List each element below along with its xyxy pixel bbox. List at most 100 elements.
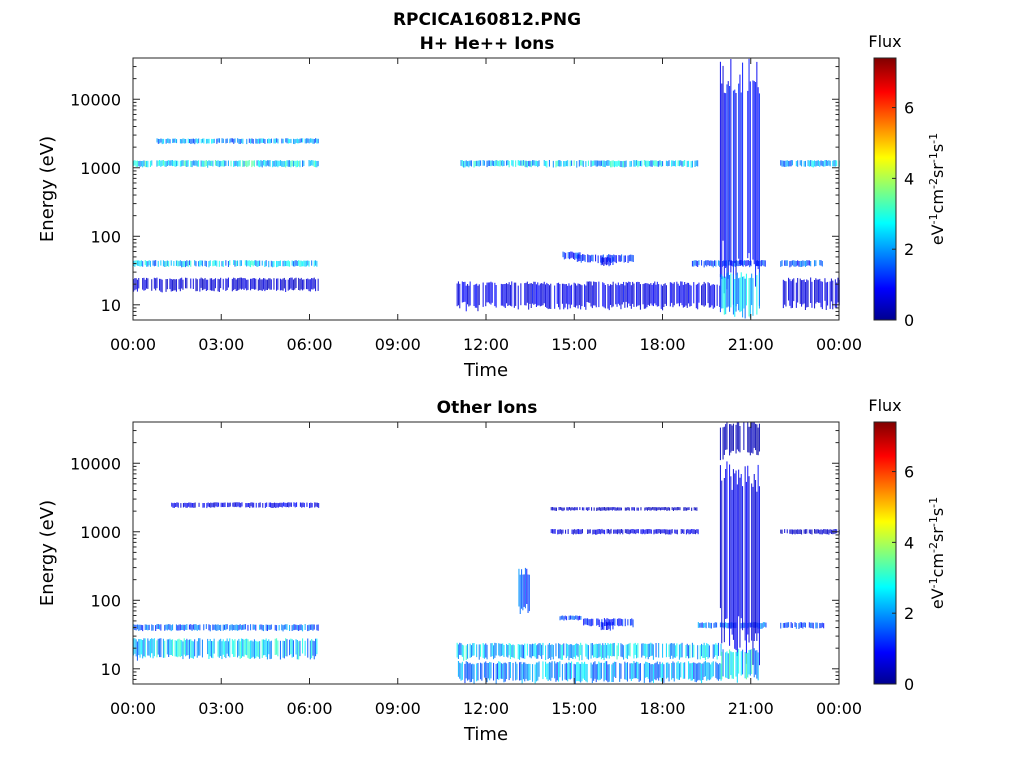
- flux-streak: [650, 529, 652, 534]
- flux-streak: [143, 160, 145, 167]
- flux-streak: [698, 662, 700, 680]
- flux-streak: [198, 624, 200, 630]
- flux-streak: [795, 282, 797, 308]
- flux-streak: [780, 529, 782, 534]
- flux-streak: [613, 254, 615, 262]
- flux-streak: [317, 278, 319, 291]
- flux-streak: [606, 644, 608, 659]
- flux-streak: [667, 161, 669, 167]
- flux-streak: [668, 160, 670, 166]
- flux-streak: [643, 643, 645, 656]
- flux-streak: [528, 160, 530, 167]
- flux-streak: [808, 260, 810, 266]
- flux-streak: [615, 661, 617, 678]
- flux-streak: [579, 615, 581, 620]
- flux-streak: [532, 643, 534, 657]
- flux-streak: [485, 285, 487, 307]
- flux-streak: [253, 624, 255, 630]
- flux-streak: [804, 160, 806, 167]
- flux-streak: [574, 664, 576, 684]
- flux-streak: [239, 160, 241, 167]
- flux-streak: [211, 502, 213, 508]
- flux-streak: [782, 160, 784, 167]
- flux-streak: [291, 639, 293, 658]
- flux-streak: [655, 643, 657, 658]
- flux-streak: [659, 160, 661, 166]
- flux-streak: [490, 662, 492, 679]
- flux-streak: [789, 261, 791, 268]
- flux-streak: [221, 138, 223, 144]
- flux-streak: [211, 138, 213, 144]
- flux-streak: [756, 650, 758, 679]
- flux-streak: [660, 284, 662, 309]
- flux-streak: [312, 138, 314, 144]
- flux-streak: [649, 161, 651, 167]
- flux-streak: [490, 160, 492, 167]
- colorbar-gradient: [873, 421, 897, 685]
- flux-streak: [671, 529, 673, 534]
- flux-streak: [744, 278, 746, 319]
- flux-streak: [610, 619, 612, 626]
- flux-streak: [586, 644, 588, 659]
- flux-streak: [224, 160, 226, 167]
- x-tick-label: 18:00: [639, 699, 685, 718]
- flux-streak: [265, 279, 267, 290]
- flux-streak: [279, 160, 281, 166]
- flux-streak: [467, 661, 469, 681]
- flux-streak: [657, 529, 659, 534]
- x-tick-label: 03:00: [198, 335, 244, 354]
- flux-streak: [632, 619, 634, 628]
- flux-streak: [729, 260, 731, 266]
- flux-streak: [509, 662, 511, 679]
- flux-streak: [653, 507, 655, 511]
- flux-streak: [801, 160, 803, 167]
- flux-streak: [526, 161, 528, 168]
- flux-streak: [821, 622, 823, 628]
- flux-streak: [630, 254, 632, 262]
- flux-streak: [781, 160, 783, 167]
- flux-streak: [649, 663, 651, 683]
- flux-streak: [600, 662, 602, 679]
- flux-streak: [815, 529, 817, 534]
- flux-streak: [632, 255, 634, 262]
- flux-streak: [188, 502, 190, 507]
- flux-streak: [576, 662, 578, 682]
- flux-streak: [515, 160, 517, 167]
- flux-streak: [152, 639, 154, 659]
- flux-streak: [207, 161, 209, 168]
- flux-streak: [225, 138, 227, 144]
- flux-streak: [308, 279, 310, 292]
- flux-streak: [298, 160, 300, 167]
- flux-streak: [507, 645, 509, 658]
- flux-streak: [667, 662, 669, 678]
- flux-streak: [662, 161, 664, 167]
- flux-streak: [293, 502, 295, 507]
- flux-streak: [629, 161, 631, 167]
- flux-streak: [467, 644, 469, 659]
- flux-band: [719, 272, 760, 319]
- flux-streak: [298, 277, 300, 290]
- flux-streak: [691, 507, 693, 511]
- flux-streak: [234, 502, 236, 507]
- flux-streak: [142, 278, 144, 290]
- flux-streak: [652, 507, 654, 510]
- flux-streak: [294, 160, 296, 166]
- flux-streak: [714, 644, 716, 657]
- flux-streak: [135, 160, 137, 167]
- flux-streak: [685, 645, 687, 659]
- flux-streak: [519, 160, 521, 166]
- flux-streak: [528, 663, 530, 681]
- flux-streak: [677, 283, 679, 304]
- flux-streak: [748, 278, 750, 317]
- flux-streak: [507, 160, 509, 166]
- flux-streak: [261, 260, 263, 266]
- flux-streak: [726, 461, 728, 619]
- flux-streak: [182, 138, 184, 144]
- flux-streak: [592, 529, 594, 535]
- flux-streak: [643, 283, 645, 309]
- flux-streak: [212, 279, 214, 291]
- flux-streak: [598, 160, 600, 166]
- flux-streak: [304, 624, 306, 630]
- flux-streak: [175, 279, 177, 292]
- flux-streak: [257, 138, 259, 144]
